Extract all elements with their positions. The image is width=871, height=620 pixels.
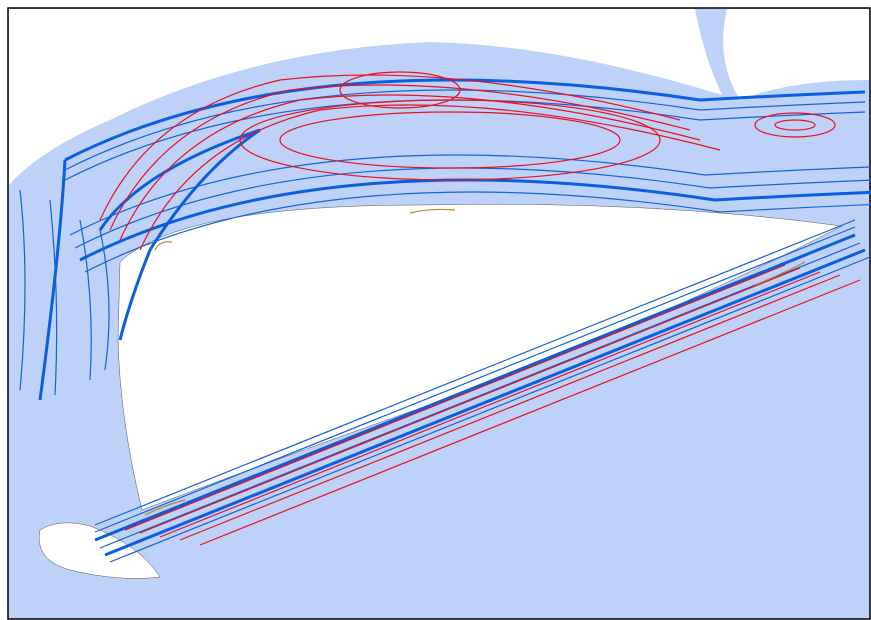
body: (() => { const data = JSON.parse(documen… xyxy=(0,0,871,620)
page: {} body { margin: 0; width: 871px; heigh… xyxy=(0,0,871,620)
contour-map xyxy=(0,0,871,620)
